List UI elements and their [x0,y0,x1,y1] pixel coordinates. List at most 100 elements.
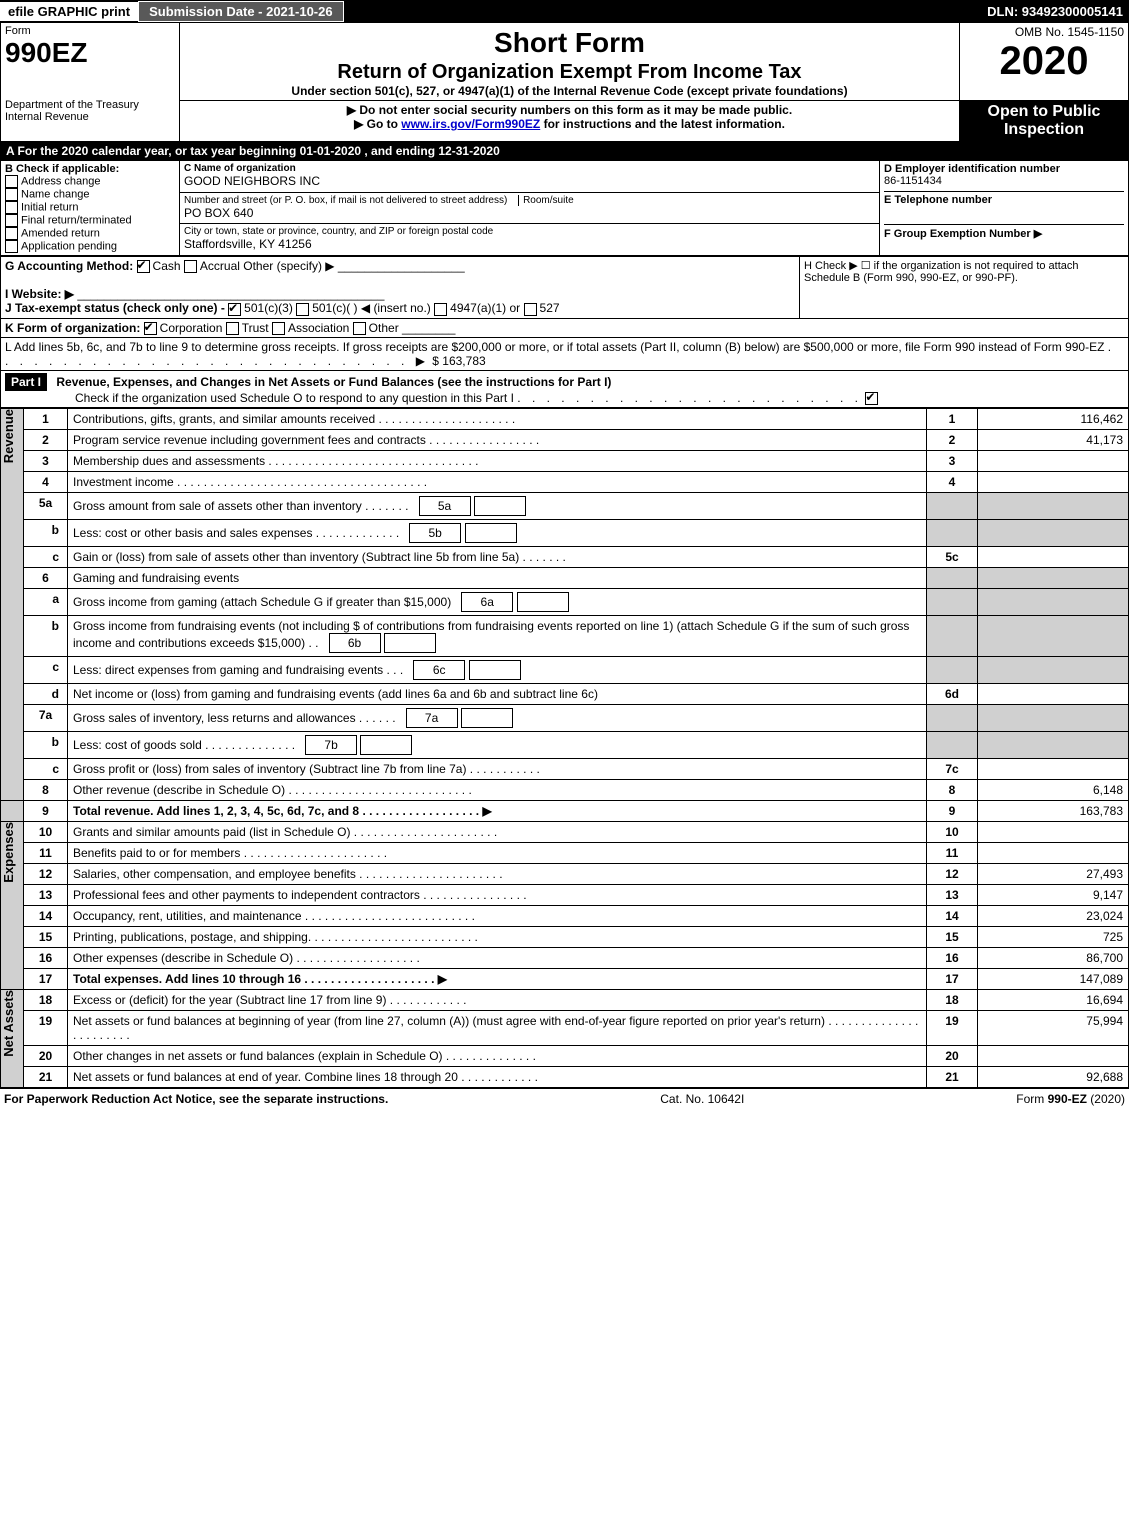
row-13-amt: 9,147 [978,885,1129,906]
box-c-name-label: C Name of organization [184,163,296,174]
box-c-city-label: City or town, state or province, country… [184,226,875,237]
row-5c-desc: Gain or (loss) from sale of assets other… [68,547,927,568]
box-b-label: B Check if applicable: [5,163,119,175]
row-2-amt: 41,173 [978,430,1129,451]
row-4-desc: Investment income . . . . . . . . . . . … [68,472,927,493]
org-street: PO BOX 640 [184,206,875,220]
efile-print-button[interactable]: efile GRAPHIC print [0,2,138,21]
box-d-label: D Employer identification number [884,163,1060,175]
row-19-amt: 75,994 [978,1011,1129,1046]
row-7b-desc: Less: cost of goods sold . . . . . . . .… [68,732,927,759]
footer-mid: Cat. No. 10642I [660,1092,744,1106]
omb-label: OMB No. 1545-1150 [964,25,1124,39]
form-header-table: Form 990EZ Department of the Treasury In… [0,22,1129,142]
line-a: A For the 2020 calendar year, or tax yea… [0,142,1129,160]
row-8-amt: 6,148 [978,780,1129,801]
box-c-room-label: Room/suite [518,195,574,206]
row-6a-desc: Gross income from gaming (attach Schedul… [68,589,927,616]
chk-4947[interactable] [434,303,447,316]
chk-501c[interactable] [296,303,309,316]
row-18-amt: 16,694 [978,990,1129,1011]
chk-name-change[interactable] [5,188,18,201]
footer-right: Form 990-EZ (2020) [1016,1092,1125,1106]
org-name: GOOD NEIGHBORS INC [184,174,875,188]
chk-corporation[interactable] [144,322,157,335]
chk-amended-return[interactable] [5,227,18,240]
part1-label: Part I [5,373,47,391]
chk-trust[interactable] [226,322,239,335]
form-number: 990EZ [5,37,175,69]
line-k-label: K Form of organization: [5,321,140,335]
line-j-label: J Tax-exempt status (check only one) - [5,301,228,315]
row-5b-desc: Less: cost or other basis and sales expe… [68,520,927,547]
revenue-vert-label: Revenue [1,409,16,463]
form-word: Form [5,25,175,37]
part1-lines-table: Revenue 1Contributions, gifts, grants, a… [0,408,1129,1088]
row-12-desc: Salaries, other compensation, and employ… [68,864,927,885]
row-9-amt: 163,783 [978,801,1129,822]
row-10-desc: Grants and similar amounts paid (list in… [68,822,927,843]
chk-application-pending[interactable] [5,240,18,253]
chk-address-change[interactable] [5,175,18,188]
line-i-label: I Website: ▶ [5,287,74,301]
chk-527[interactable] [524,303,537,316]
tax-year: 2020 [964,39,1124,84]
row-15-desc: Printing, publications, postage, and shi… [68,927,927,948]
short-form-title: Short Form [184,27,955,59]
box-f-label: F Group Exemption Number ▶ [884,228,1042,240]
row-6b-desc: Gross income from fundraising events (no… [68,616,927,657]
dln-label: DLN: 93492300005141 [987,4,1129,19]
page-footer: For Paperwork Reduction Act Notice, see … [0,1088,1129,1109]
ghijkl-block: G Accounting Method: Cash Accrual Other … [0,256,1129,371]
subtitle: Under section 501(c), 527, or 4947(a)(1)… [184,84,955,98]
netassets-vert-label: Net Assets [1,990,16,1057]
top-bar: efile GRAPHIC print Submission Date - 20… [0,0,1129,22]
main-title: Return of Organization Exempt From Incom… [184,61,955,84]
line-l-text: L Add lines 5b, 6c, and 7b to line 9 to … [5,340,1104,354]
row-15-amt: 725 [978,927,1129,948]
row-9-desc: Total revenue. Add lines 1, 2, 3, 4, 5c,… [68,801,927,822]
part1-header: Part I Revenue, Expenses, and Changes in… [0,371,1129,408]
row-6-desc: Gaming and fundraising events [68,568,927,589]
row-21-amt: 92,688 [978,1067,1129,1088]
chk-accrual[interactable] [184,260,197,273]
row-8-desc: Other revenue (describe in Schedule O) .… [68,780,927,801]
part1-checknote: Check if the organization used Schedule … [75,391,514,405]
open-public-box: Open to Public Inspection [960,101,1129,142]
row-17-amt: 147,089 [978,969,1129,990]
chk-501c3[interactable] [228,303,241,316]
box-c-street-label: Number and street (or P. O. box, if mail… [184,195,507,206]
line-l-amount: $ 163,783 [432,354,485,368]
row-7c-desc: Gross profit or (loss) from sales of inv… [68,759,927,780]
row-14-desc: Occupancy, rent, utilities, and maintena… [68,906,927,927]
chk-other-org[interactable] [353,322,366,335]
chk-association[interactable] [272,322,285,335]
ein: 86-1151434 [884,175,942,187]
row-20-desc: Other changes in net assets or fund bala… [68,1046,927,1067]
irs-link[interactable]: www.irs.gov/Form990EZ [401,117,540,131]
row-3-desc: Membership dues and assessments . . . . … [68,451,927,472]
row-1-desc: Contributions, gifts, grants, and simila… [68,409,927,430]
row-6d-desc: Net income or (loss) from gaming and fun… [68,684,927,705]
row-6c-desc: Less: direct expenses from gaming and fu… [68,657,927,684]
row-2-desc: Program service revenue including govern… [68,430,927,451]
note-goto: ▶ Go to www.irs.gov/Form990EZ for instru… [184,117,955,131]
row-1-amt: 116,462 [978,409,1129,430]
part1-title: Revenue, Expenses, and Changes in Net As… [56,375,611,389]
row-12-amt: 27,493 [978,864,1129,885]
row-17-desc: Total expenses. Add lines 10 through 16 … [68,969,927,990]
submission-date-button[interactable]: Submission Date - 2021-10-26 [138,1,344,22]
footer-left: For Paperwork Reduction Act Notice, see … [4,1092,388,1106]
chk-final-return[interactable] [5,214,18,227]
chk-initial-return[interactable] [5,201,18,214]
row-19-desc: Net assets or fund balances at beginning… [68,1011,927,1046]
chk-schedule-o-part1[interactable] [865,392,878,405]
dept-label: Department of the Treasury [5,99,175,111]
row-18-desc: Excess or (deficit) for the year (Subtra… [68,990,927,1011]
expenses-vert-label: Expenses [1,822,16,883]
row-16-amt: 86,700 [978,948,1129,969]
chk-cash[interactable] [137,260,150,273]
row-5a-desc: Gross amount from sale of assets other t… [68,493,927,520]
line-h: H Check ▶ ☐ if the organization is not r… [804,260,1079,284]
irs-label: Internal Revenue [5,111,175,123]
